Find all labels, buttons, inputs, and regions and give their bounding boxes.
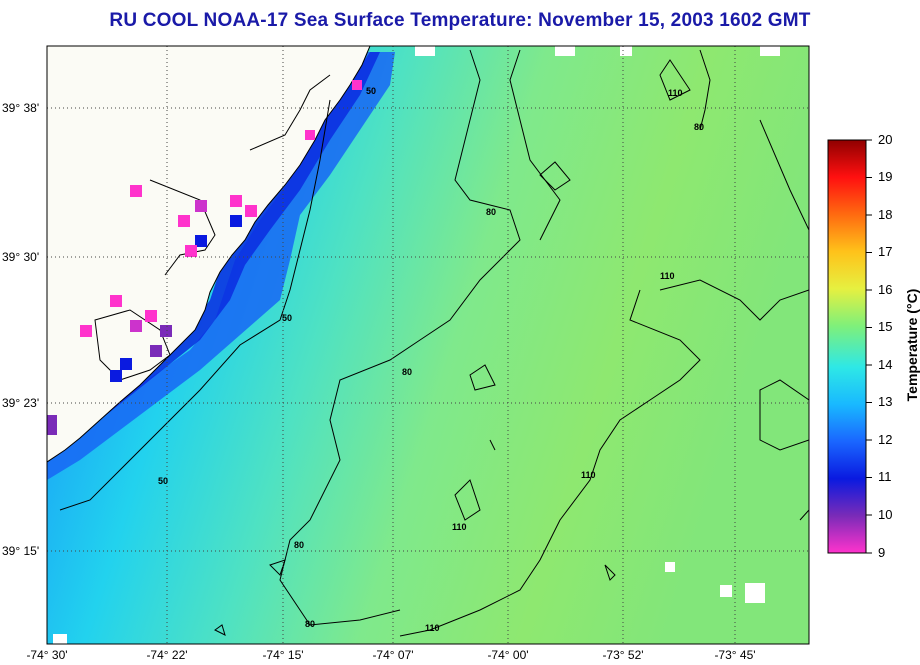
contour-label: 50 (158, 476, 168, 486)
contour-label: 80 (486, 207, 496, 217)
lat-label: 39° 23' (2, 396, 40, 410)
colorbar-tick-label: 19 (878, 169, 893, 184)
map-title: RU COOL NOAA-17 Sea Surface Temperature:… (109, 10, 811, 31)
map-frame (46, 45, 810, 645)
colorbar-tick-label: 14 (878, 357, 893, 372)
lon-label: -74° 30' (26, 648, 68, 662)
contour-label: 110 (660, 271, 675, 281)
contour-label: 80 (402, 367, 412, 377)
lon-label: -74° 15' (262, 648, 304, 662)
contour-label: 110 (452, 522, 467, 532)
lat-label: 39° 38' (2, 101, 40, 115)
colorbar-tick-label: 17 (878, 244, 893, 259)
contour-lines (59, 49, 809, 637)
lon-label: -73° 45' (714, 648, 756, 662)
colorbar-tick-label: 18 (878, 207, 893, 222)
contour-label: 80 (294, 540, 304, 550)
colorbar-label: Temperature (°C) (904, 288, 920, 402)
contour-label: 110 (581, 470, 596, 480)
map-area (47, 46, 809, 644)
lon-label: -74° 22' (146, 648, 188, 662)
nodata-pixels (53, 46, 780, 644)
inland-bay-outline (94, 309, 171, 381)
contour-label: 80 (305, 619, 315, 629)
colorbar-tick-label: 9 (878, 545, 886, 560)
lat-label: 39° 15' (2, 544, 40, 558)
contour-label: 110 (668, 88, 683, 98)
contour-label: 50 (366, 86, 376, 96)
colorbar-tick-label: 10 (878, 507, 893, 522)
inland-river (249, 74, 331, 151)
cold-pixels (47, 80, 362, 435)
graticule (47, 46, 809, 644)
colorbar-tick-label: 20 (878, 132, 893, 147)
colorbar (827, 139, 867, 554)
lon-label: -73° 52' (602, 648, 644, 662)
contour-label: 80 (694, 122, 704, 132)
colorbar-tick-label: 13 (878, 394, 893, 409)
lon-label: -74° 07' (372, 648, 414, 662)
colorbar-tick-label: 12 (878, 432, 893, 447)
contour-label-group: 50 50 50 80 80 80 80 110 110 110 110 80 … (158, 86, 704, 633)
contour-label: 110 (425, 623, 440, 633)
colorbar-tick-label: 11 (878, 469, 892, 484)
colorbar-tick-label: 15 (878, 319, 893, 334)
contour-label: 50 (282, 313, 292, 323)
colorbar-ticks (866, 139, 872, 554)
lat-label: 39° 30' (2, 250, 40, 264)
lon-label: -74° 00' (487, 648, 529, 662)
inland-shoreline (149, 179, 216, 276)
colorbar-tick-label: 16 (878, 282, 893, 297)
very-cold-strip (47, 52, 380, 455)
